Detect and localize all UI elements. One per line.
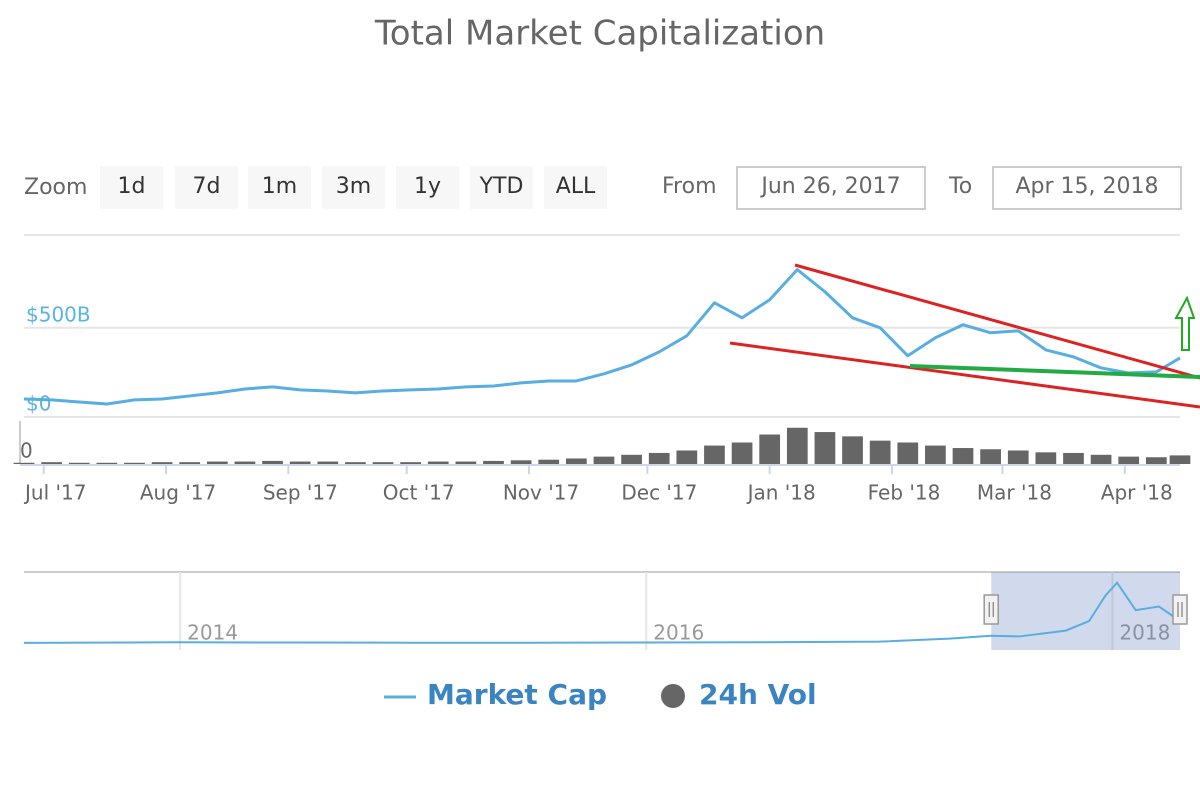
zoom-button-label[interactable]: ALL — [556, 174, 596, 199]
volume-bar — [1035, 452, 1057, 464]
navigator-line — [23, 581, 1181, 644]
zoom-button-label[interactable]: 7d — [193, 174, 221, 199]
volume-bar — [1007, 450, 1029, 464]
zoom-button-label[interactable]: 1y — [414, 174, 441, 199]
volume-bar — [759, 434, 781, 464]
volume-bar — [731, 442, 753, 464]
trend-line-lower — [729, 341, 1200, 409]
zoom-button-label[interactable]: 1m — [262, 174, 297, 199]
volume-bar — [317, 461, 339, 464]
volume-bar — [704, 445, 725, 464]
volume-bar — [925, 445, 946, 464]
volume-bar — [980, 449, 1001, 464]
volume-bar — [427, 461, 449, 464]
volume-bar — [13, 462, 35, 464]
volume-bar — [234, 461, 256, 464]
x-tick-label: Nov '17 — [503, 481, 579, 505]
zoom-button[interactable] — [396, 166, 459, 209]
x-tick-label: Feb '18 — [868, 481, 941, 505]
volume-bar — [1118, 456, 1140, 464]
volume-bar — [1145, 457, 1167, 464]
to-label: To — [948, 174, 972, 199]
zoom-button-label[interactable]: 3m — [336, 174, 371, 199]
volume-bar — [96, 462, 118, 464]
x-tick-label: Mar '18 — [977, 481, 1052, 505]
zoom-button-label[interactable]: 1d — [118, 174, 146, 199]
volume-bar — [1169, 455, 1191, 464]
navigator-handle[interactable] — [983, 594, 999, 625]
support-line — [909, 364, 1200, 379]
volume-bar — [345, 462, 366, 464]
volume-bar — [400, 462, 422, 464]
volume-bar — [68, 462, 90, 464]
y-tick-label: $0 — [26, 392, 51, 416]
volume-bar — [510, 460, 532, 464]
x-tick-label: Jan '18 — [746, 481, 816, 505]
from-input[interactable] — [736, 166, 926, 210]
from-label: From — [662, 174, 717, 199]
volume-bar — [676, 450, 698, 464]
volume-bar — [262, 460, 283, 464]
volume-bar — [1090, 454, 1112, 464]
zoom-button[interactable] — [470, 166, 533, 209]
volume-bar — [41, 462, 62, 464]
volume-bar — [206, 461, 228, 464]
to-value[interactable]: Apr 15, 2018 — [1015, 174, 1158, 199]
legend-label[interactable]: Market Cap — [427, 678, 607, 711]
zoom-button[interactable] — [248, 166, 311, 209]
zoom-button[interactable] — [544, 166, 607, 209]
volume-bar — [124, 462, 145, 464]
volume-bar — [952, 448, 974, 464]
volume-bar — [151, 462, 173, 464]
volume-bar — [814, 432, 836, 464]
zoom-button[interactable] — [175, 166, 238, 209]
up-arrow — [1174, 295, 1196, 351]
volume-bar — [842, 436, 863, 464]
zoom-button[interactable] — [100, 166, 163, 209]
legend-symbol[interactable] — [661, 684, 685, 708]
zoom-button-label[interactable]: YTD — [479, 174, 524, 199]
x-tick-label: Sep '17 — [263, 481, 338, 505]
volume-bar — [455, 461, 477, 464]
chart-title: Total Market Capitalization — [374, 14, 825, 54]
volume-bar — [786, 427, 808, 464]
zoom-button[interactable] — [322, 166, 385, 209]
navigator-tick-label: 2018 — [1119, 621, 1170, 645]
legend-label[interactable]: 24h Vol — [699, 678, 817, 711]
navigator-handle[interactable] — [1172, 594, 1188, 625]
navigator-tick-label: 2016 — [653, 621, 704, 645]
x-tick-label: Aug '17 — [140, 481, 216, 505]
volume-bar — [565, 458, 587, 464]
volume-bar — [179, 462, 201, 464]
volume-bar — [869, 440, 891, 464]
to-input[interactable] — [992, 166, 1182, 210]
zoom-label: Zoom — [24, 175, 87, 200]
x-tick-label: Jul '17 — [23, 481, 86, 505]
volume-bar — [593, 456, 615, 464]
volume-bar — [289, 461, 311, 464]
navigator-tick-label: 2014 — [187, 621, 238, 645]
x-tick-label: Oct '17 — [383, 481, 455, 505]
volume-bar — [483, 460, 504, 464]
volume-bar — [648, 452, 670, 464]
x-tick-label: Apr '18 — [1101, 481, 1173, 505]
volume-bar — [621, 454, 642, 464]
volume-bar — [1063, 452, 1084, 464]
navigator-selection[interactable] — [991, 572, 1180, 650]
volume-bar — [538, 459, 560, 464]
trend-line-upper — [794, 263, 1200, 380]
market-cap-line — [23, 268, 1181, 406]
x-tick-label: Dec '17 — [621, 481, 697, 505]
y2-tick-label: 0 — [20, 439, 33, 463]
from-value[interactable]: Jun 26, 2017 — [759, 174, 900, 199]
volume-bar — [897, 442, 919, 464]
volume-bar — [372, 462, 394, 464]
y-tick-label: $500B — [26, 302, 91, 326]
